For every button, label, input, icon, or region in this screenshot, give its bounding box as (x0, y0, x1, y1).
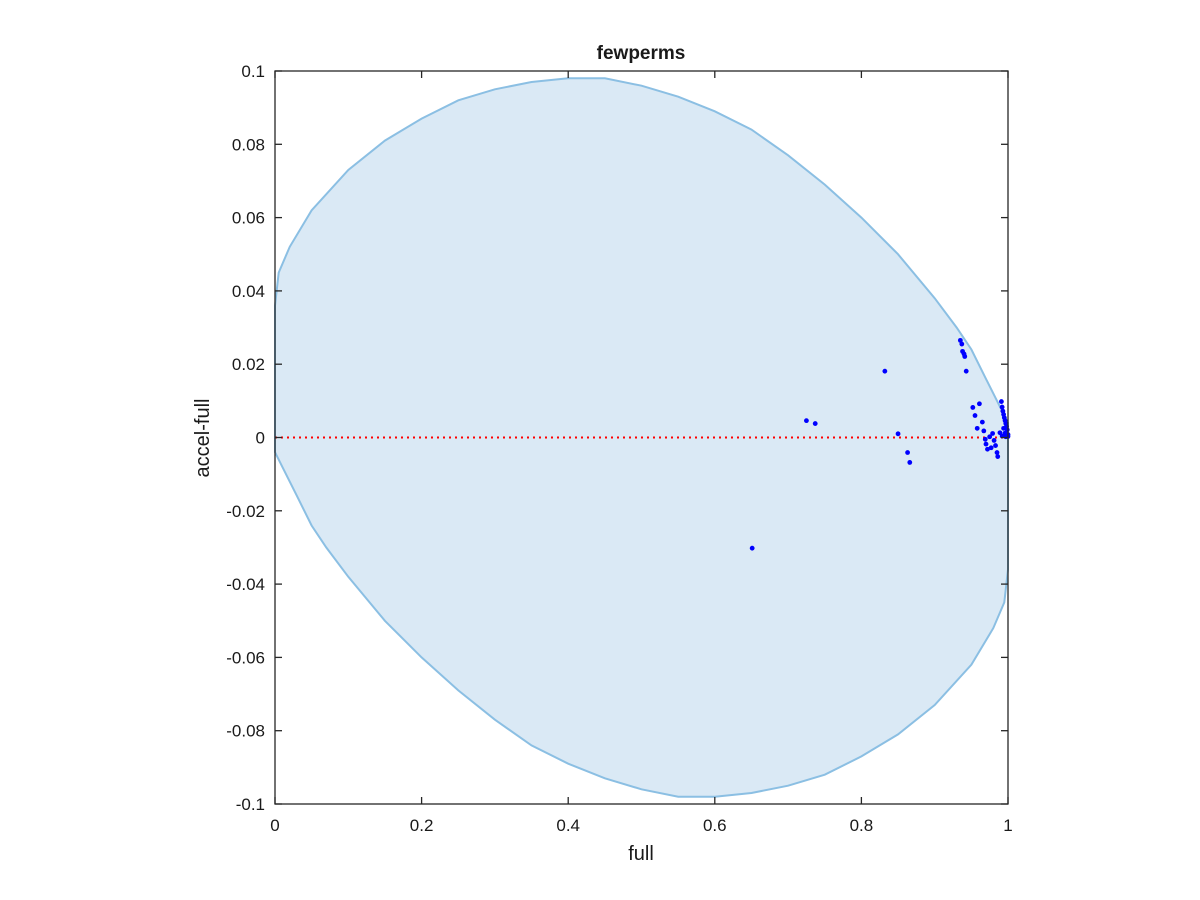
scatter-point (895, 431, 901, 437)
y-tick-label: -0.02 (226, 502, 265, 521)
scatter-point (970, 405, 976, 410)
scatter-point (962, 354, 968, 359)
scatter-point (982, 436, 988, 442)
scatter-point (983, 441, 989, 447)
scatter-point (804, 418, 809, 424)
x-tick-label: 0.4 (556, 816, 580, 835)
scatter-point (985, 446, 990, 452)
x-tick-label: 0.6 (703, 816, 727, 835)
scatter-point (993, 443, 998, 448)
x-axis-ticks: 0 0.2 0.4 0.6 0.8 1 (270, 71, 1013, 835)
scatter-point (999, 404, 1005, 410)
scatter-point (959, 341, 965, 347)
scatter-point (972, 413, 978, 418)
scatter-point (957, 337, 963, 343)
x-tick-label: 0.2 (410, 816, 434, 835)
scatter-point (979, 419, 985, 425)
scatter-point (987, 434, 993, 440)
scatter-point (994, 450, 1000, 455)
scatter-point (882, 368, 888, 374)
scatter-point (990, 431, 996, 436)
y-tick-label: -0.06 (226, 648, 265, 667)
scatter-point (905, 450, 910, 455)
scatter-point (981, 428, 987, 434)
y-tick-label: -0.04 (226, 575, 265, 594)
y-tick-label: 0.02 (232, 355, 265, 374)
chart-title: fewperms (597, 43, 686, 64)
scatter-point (995, 454, 1001, 459)
y-tick-label: -0.08 (226, 722, 265, 741)
x-axis-label: full (628, 843, 654, 865)
scatter-point (907, 460, 913, 465)
scatter-point (977, 401, 982, 407)
scatter-point (1002, 430, 1008, 436)
scatter-point (812, 421, 818, 426)
x-tick-label: 1 (1003, 816, 1012, 835)
scatter-point (963, 368, 969, 374)
y-tick-label: 0.08 (232, 135, 265, 154)
y-axis-label: accel-full (192, 399, 214, 478)
x-tick-label: 0.8 (850, 816, 874, 835)
y-axis-ticks: -0.1 -0.08 -0.06 -0.04 -0.02 0 0.02 0.04 0.06 0.0… (226, 62, 1008, 814)
y-tick-label: -0.1 (236, 795, 265, 814)
y-tick-label: 0.1 (241, 62, 265, 81)
scatter-point (974, 425, 980, 431)
scatter-point (991, 438, 997, 443)
y-tick-label: 0.04 (232, 282, 265, 301)
y-tick-label: 0 (256, 429, 265, 448)
y-tick-label: 0.06 (232, 209, 265, 228)
scatter-point (749, 545, 755, 551)
plot-area: 0 0.2 0.4 0.6 0.8 1 -0.1 -0.08 -0.06 -0.04 -0.02 0… (226, 62, 1012, 835)
x-tick-label: 0 (270, 816, 279, 835)
scatter-point (988, 445, 994, 451)
scatter-point (999, 399, 1004, 404)
scatter-point (1001, 425, 1007, 431)
